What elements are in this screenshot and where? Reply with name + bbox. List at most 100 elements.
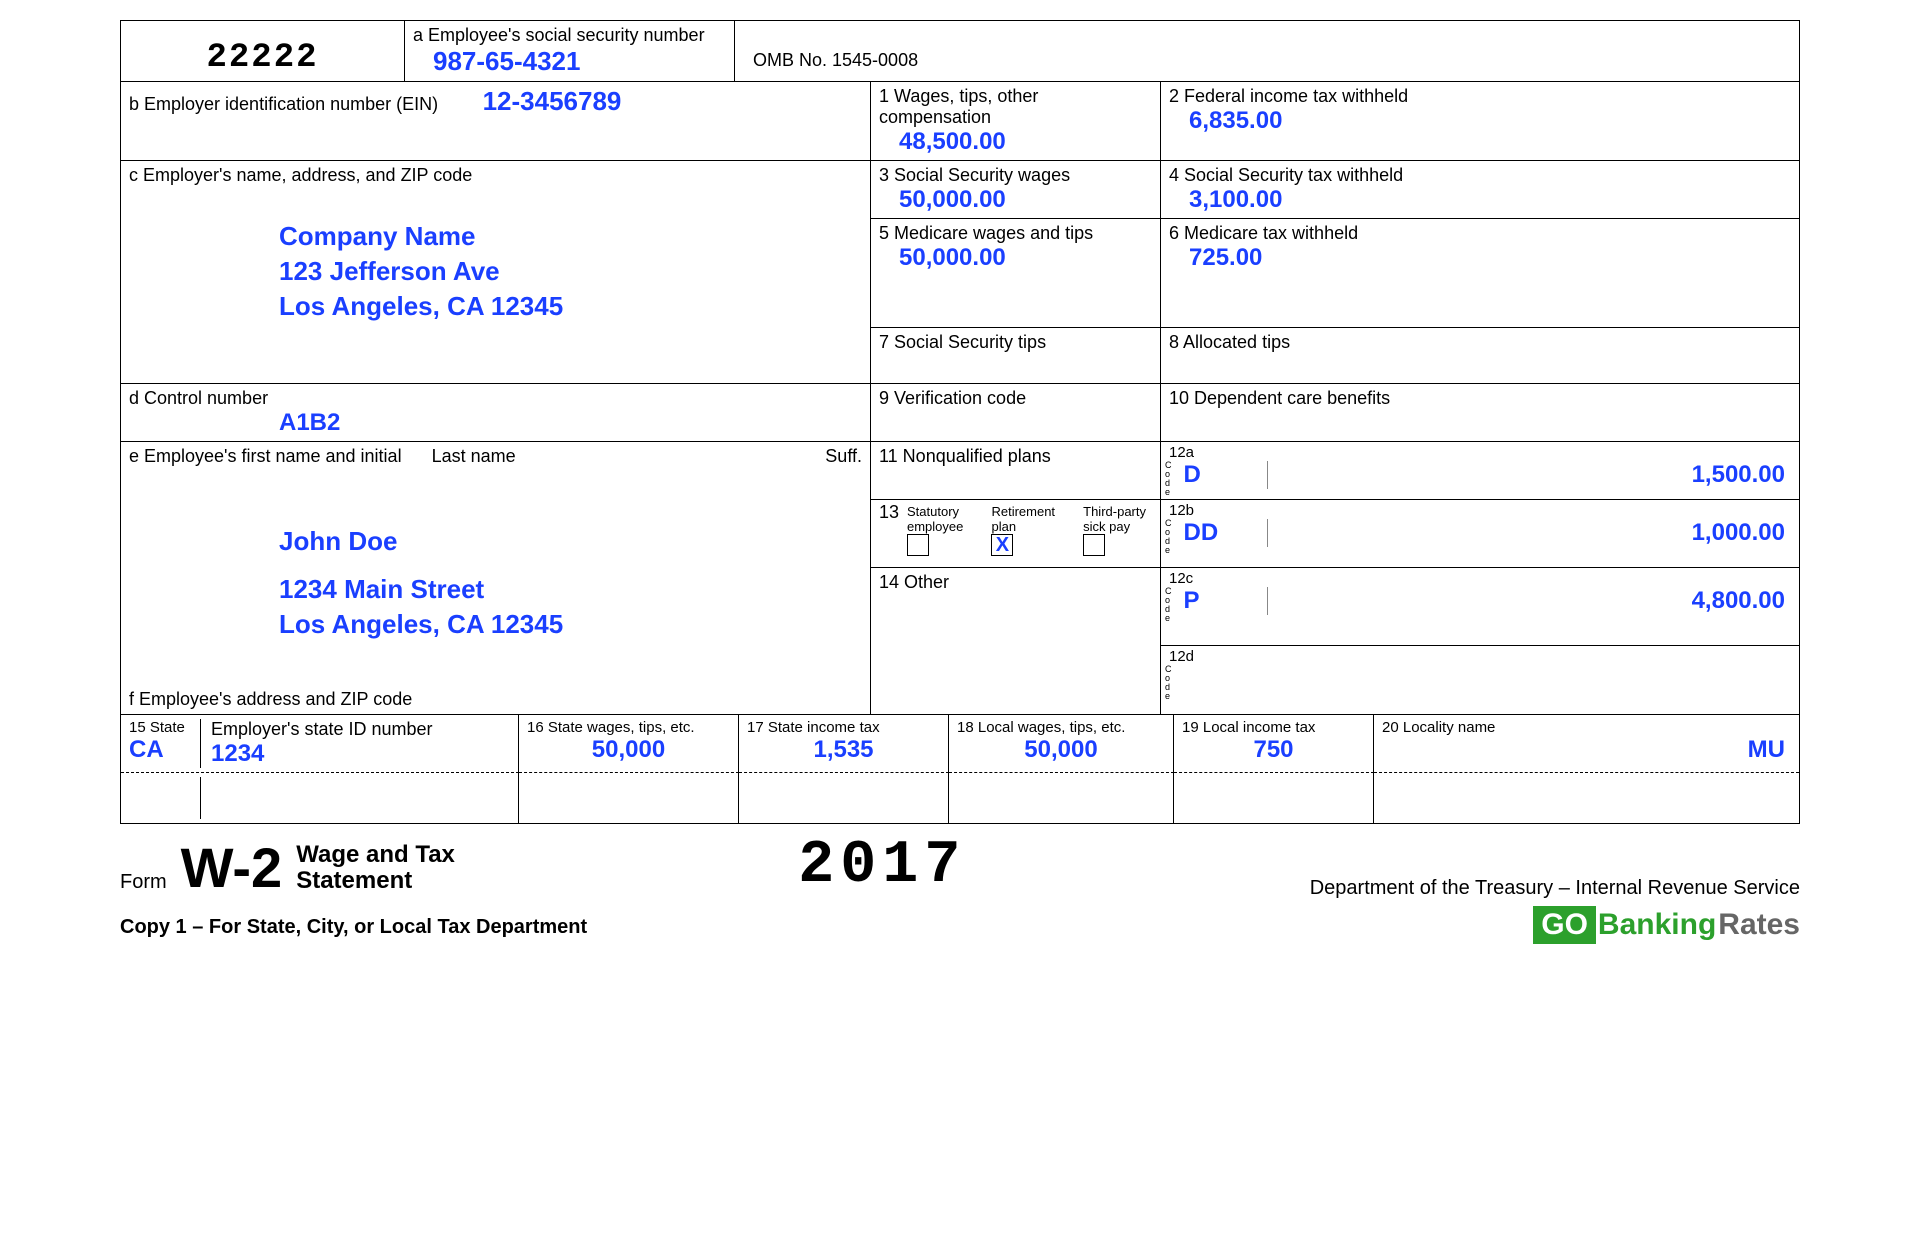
gobankingrates-logo: GO BankingRates <box>1533 906 1800 944</box>
title-line2: Statement <box>296 868 455 894</box>
omb-box: OMB No. 1545-0008 <box>735 21 1799 82</box>
tax-year: 2017 <box>798 832 966 900</box>
box-17-b <box>739 773 949 823</box>
statutory-employee: Statutory employee <box>907 504 963 559</box>
box-12b-code: DD <box>1178 519 1268 547</box>
box-18-label: 18 Local wages, tips, etc. <box>957 719 1165 736</box>
box-e-last-label: Last name <box>402 446 826 467</box>
box-12b: 12b Code DD 1,000.00 <box>1161 500 1799 568</box>
box-18-b <box>949 773 1174 823</box>
box-12a-code: D <box>1178 461 1268 489</box>
box-4: 4 Social Security tax withheld 3,100.00 <box>1161 161 1799 219</box>
box-7: 7 Social Security tips <box>871 328 1161 384</box>
box-4-value: 3,100.00 <box>1169 186 1791 214</box>
box-12c: 12c Code P 4,800.00 <box>1161 568 1799 646</box>
box-16-label: 16 State wages, tips, etc. <box>527 719 730 736</box>
box-19-label: 19 Local income tax <box>1182 719 1365 736</box>
box-f: f Employee's address and ZIP code <box>121 646 871 715</box>
box-1: 1 Wages, tips, other compensation 48,500… <box>871 82 1161 161</box>
box-4-label: 4 Social Security tax withheld <box>1169 165 1791 186</box>
state-id-value: 1234 <box>211 740 433 768</box>
box-3-value: 50,000.00 <box>879 186 1152 214</box>
box-12d-label: 12d <box>1165 648 1795 665</box>
box-f-label: f Employee's address and ZIP code <box>129 689 412 710</box>
box-20-label: 20 Locality name <box>1382 719 1791 736</box>
ssn-value: 987-65-4321 <box>413 46 726 77</box>
form-label: Form <box>120 871 167 900</box>
employer-addr2: Los Angeles, CA 12345 <box>279 289 862 324</box>
box-11: 11 Nonqualified plans <box>871 442 1161 500</box>
employer-addr1: 123 Jefferson Ave <box>279 254 862 289</box>
box-a: a Employee's social security number 987-… <box>405 21 735 82</box>
box-19-b <box>1174 773 1374 823</box>
box-18: 18 Local wages, tips, etc. 50,000 <box>949 715 1174 773</box>
box-2: 2 Federal income tax withheld 6,835.00 <box>1161 82 1799 161</box>
box-8-label: 8 Allocated tips <box>1169 332 1791 353</box>
box-3-label: 3 Social Security wages <box>879 165 1152 186</box>
box-12b-label: 12b <box>1165 502 1795 519</box>
box-12c-code: P <box>1178 587 1268 615</box>
box-3: 3 Social Security wages 50,000.00 <box>871 161 1161 219</box>
box-2-value: 6,835.00 <box>1169 107 1791 135</box>
box-c: c Employer's name, address, and ZIP code <box>121 161 871 219</box>
box-e-first-label: e Employee's first name and initial <box>129 446 402 467</box>
box-e-content2: 1234 Main Street Los Angeles, CA 12345 <box>121 568 871 646</box>
box-d: d Control number A1B2 <box>121 384 871 442</box>
box-6-value: 725.00 <box>1169 244 1791 272</box>
box-9-label: 9 Verification code <box>879 388 1152 409</box>
logo-rates: Rates <box>1718 908 1800 942</box>
box-b: b Employer identification number (EIN) 1… <box>121 82 871 161</box>
box-18-value: 50,000 <box>957 736 1165 764</box>
ein-value: 12-3456789 <box>483 86 622 116</box>
box-7-label: 7 Social Security tips <box>879 332 1152 353</box>
box-1-value: 48,500.00 <box>879 128 1152 156</box>
w2-label: W-2 <box>181 835 283 900</box>
box-14-label: 14 Other <box>879 572 1152 593</box>
box-12a-label: 12a <box>1165 444 1795 461</box>
box-19: 19 Local income tax 750 <box>1174 715 1374 773</box>
form-title: Form W-2 Wage and Tax Statement <box>120 835 455 900</box>
box-17-value: 1,535 <box>747 736 940 764</box>
box-16-value: 50,000 <box>527 736 730 764</box>
box-12c-label: 12c <box>1165 570 1795 587</box>
logo-banking: Banking <box>1598 908 1716 942</box>
form-code-box: 22222 <box>121 21 405 82</box>
employee-addr2: Los Angeles, CA 12345 <box>279 607 862 642</box>
state-value: CA <box>129 736 194 764</box>
box-11-label: 11 Nonqualified plans <box>879 446 1152 467</box>
box-c-label: c Employer's name, address, and ZIP code <box>129 165 862 186</box>
control-number: A1B2 <box>129 409 862 437</box>
box-15-b <box>121 773 519 823</box>
omb-label: OMB No. 1545-0008 <box>743 50 918 77</box>
employee-name: John Doe <box>279 524 862 559</box>
box-12a: 12a Code D 1,500.00 <box>1161 442 1799 500</box>
box-5-value: 50,000.00 <box>879 244 1152 272</box>
box-12b-amount: 1,000.00 <box>1268 519 1796 547</box>
box-5: 5 Medicare wages and tips 50,000.00 <box>871 219 1161 328</box>
box-20: 20 Locality name MU <box>1374 715 1799 773</box>
form-code: 22222 <box>129 25 396 77</box>
box-12d: 12d Code <box>1161 646 1799 715</box>
box-e-content: John Doe <box>121 500 871 568</box>
box-20-value: MU <box>1382 736 1791 764</box>
box-9: 9 Verification code <box>871 384 1161 442</box>
box-20-b <box>1374 773 1799 823</box>
thirdparty-checkbox <box>1083 534 1105 556</box>
box-8: 8 Allocated tips <box>1161 328 1799 384</box>
employer-name: Company Name <box>279 219 862 254</box>
box-16-b <box>519 773 739 823</box>
box-c-pad <box>121 328 871 384</box>
box-5-label: 5 Medicare wages and tips <box>879 223 1152 244</box>
department-label: Department of the Treasury – Internal Re… <box>1310 877 1800 900</box>
box-19-value: 750 <box>1182 736 1365 764</box>
box-1-label: 1 Wages, tips, other compensation <box>879 86 1152 128</box>
code-label: Code <box>1165 461 1172 497</box>
box-12c-amount: 4,800.00 <box>1268 587 1796 615</box>
box-15-id-label: Employer's state ID number <box>211 719 433 740</box>
footer: Form W-2 Wage and Tax Statement 2017 Dep… <box>120 832 1800 944</box>
box-6: 6 Medicare tax withheld 725.00 <box>1161 219 1799 328</box>
box-15: 15 State CA Employer's state ID number 1… <box>121 715 519 773</box>
box-e-suff-label: Suff. <box>825 446 862 467</box>
employee-addr1: 1234 Main Street <box>279 572 862 607</box>
box-14-cont <box>871 646 1161 715</box>
